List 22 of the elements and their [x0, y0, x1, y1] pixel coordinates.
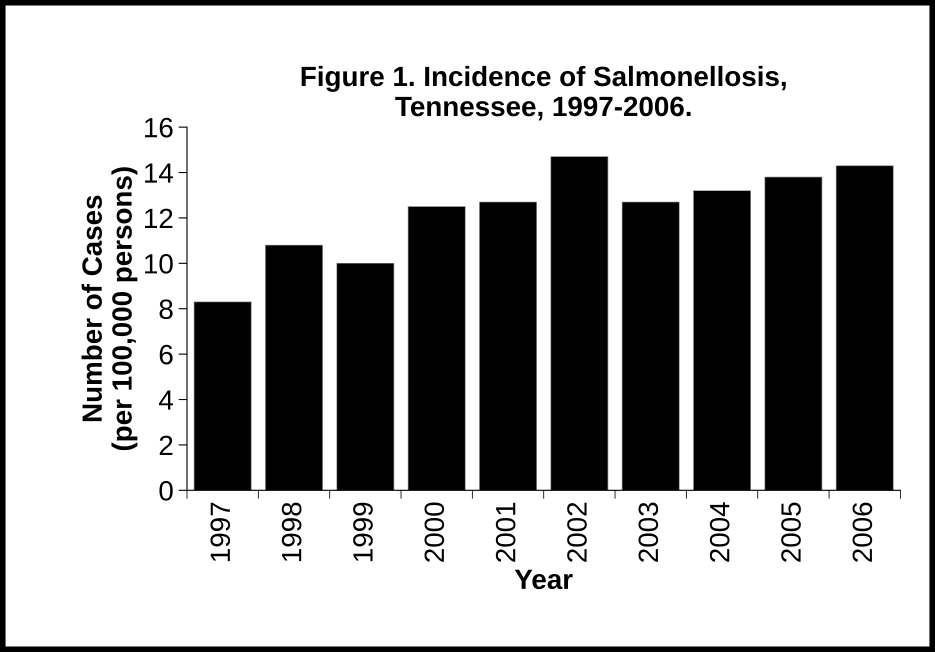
x-tick-label: 1999 [353, 502, 373, 562]
y-tick-label: 4 [158, 390, 173, 410]
x-tick-label: 1998 [282, 502, 302, 562]
x-tick-label: 2001 [496, 502, 516, 562]
x-tick-label: 2004 [710, 502, 730, 562]
x-tick-label: 2002 [567, 502, 587, 562]
x-tick-label: 2003 [638, 502, 658, 562]
y-axis-title: Number of Cases (per 100,000 persons) [82, 167, 138, 450]
y-tick-label: 6 [160, 344, 173, 364]
y-tick-label: 2 [160, 436, 172, 455]
y-tick-label: 12 [145, 208, 172, 228]
x-axis-title: Year [514, 570, 573, 590]
y-tick-label: 16 [145, 118, 173, 138]
y-tick-label: 0 [159, 480, 173, 501]
chart-title: Figure 1. Incidence of Salmonellosis, Tennessee, 1997-2006. [302, 66, 786, 120]
y-tick-label: 14 [145, 163, 173, 183]
x-tick-label: 2000 [424, 502, 444, 562]
x-tick-label: 2006 [852, 502, 872, 562]
x-tick-label: 1997 [210, 502, 230, 562]
y-tick-label: 8 [160, 299, 173, 320]
x-tick-label: 2005 [781, 502, 801, 562]
y-tick-label: 10 [145, 254, 173, 274]
